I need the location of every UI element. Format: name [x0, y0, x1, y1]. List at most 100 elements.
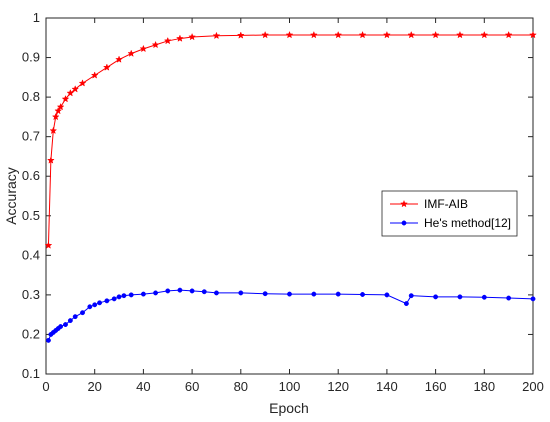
data-point — [153, 290, 159, 296]
data-point — [165, 288, 171, 294]
data-point — [56, 102, 65, 111]
data-point — [92, 302, 98, 308]
data-point — [111, 296, 117, 302]
y-tick-label: 0.7 — [22, 129, 40, 144]
data-point — [433, 294, 439, 300]
x-tick-label: 80 — [234, 379, 248, 394]
x-tick-label: 180 — [473, 379, 495, 394]
data-point — [54, 106, 63, 115]
data-point — [309, 30, 318, 39]
data-point — [63, 322, 68, 328]
data-point — [115, 55, 123, 63]
x-tick-label: 140 — [376, 379, 398, 394]
data-point — [529, 30, 537, 39]
data-point — [407, 30, 416, 39]
data-point — [481, 294, 487, 300]
data-point — [334, 30, 343, 39]
data-point — [403, 301, 409, 307]
data-point — [67, 318, 73, 324]
legend-marker-imf-aib — [400, 199, 408, 208]
data-point — [201, 289, 207, 295]
y-axis: 0.1 0.2 0.3 0.4 0.5 0.6 0.7 0.8 0.9 1 — [22, 10, 533, 381]
x-axis-title: Epoch — [269, 400, 309, 416]
data-point — [177, 287, 183, 293]
data-point — [212, 31, 221, 40]
y-tick-label: 0.5 — [22, 208, 40, 223]
y-tick-label: 0.3 — [22, 287, 40, 302]
data-point — [127, 49, 136, 57]
data-point — [140, 291, 146, 297]
y-tick-label: 0.8 — [22, 89, 40, 104]
data-point — [87, 304, 93, 310]
data-point — [72, 314, 78, 320]
data-point — [311, 291, 317, 297]
legend-label-imf-aib: IMF-AIB — [424, 197, 468, 211]
data-point — [360, 292, 365, 297]
data-point — [104, 298, 110, 304]
x-tick-label: 200 — [522, 379, 544, 394]
data-point — [189, 288, 195, 294]
y-tick-label: 0.4 — [22, 247, 40, 262]
series-layer — [44, 30, 537, 343]
y-tick-label: 0.9 — [22, 50, 40, 65]
legend: IMF-AIB He's method[12] — [381, 190, 518, 237]
data-point — [408, 293, 414, 299]
data-point — [238, 290, 244, 296]
x-tick-label: 60 — [185, 379, 199, 394]
x-tick-label: 20 — [87, 379, 101, 394]
data-point — [51, 112, 60, 121]
legend-label-hes-method: He's method[12] — [424, 216, 511, 230]
data-point — [46, 156, 55, 164]
x-axis: 0 20 40 60 80 100 120 140 160 180 200 — [42, 18, 544, 394]
data-point — [78, 79, 87, 87]
data-point — [457, 294, 463, 300]
data-point — [66, 89, 75, 97]
data-point — [90, 71, 99, 79]
data-point — [358, 30, 367, 39]
data-point — [480, 30, 489, 39]
x-tick-label: 0 — [42, 379, 49, 394]
data-point — [530, 296, 536, 302]
legend-marker — [401, 220, 407, 226]
data-point — [58, 324, 64, 329]
y-tick-label: 0.6 — [22, 168, 40, 183]
data-point — [176, 34, 184, 42]
data-point — [139, 44, 148, 53]
data-point — [335, 291, 341, 297]
data-point — [504, 30, 513, 39]
data-point — [97, 300, 103, 306]
data-point — [285, 30, 294, 39]
data-point — [121, 293, 127, 299]
data-point — [49, 126, 58, 135]
data-point — [44, 241, 53, 249]
x-tick-label: 40 — [136, 379, 150, 394]
data-point — [236, 31, 245, 39]
legend-marker-hes-method — [401, 220, 407, 226]
y-tick-label: 1 — [33, 10, 40, 25]
y-axis-title: Accuracy — [3, 167, 19, 225]
data-point — [188, 32, 197, 41]
y-tick-label: 0.1 — [22, 366, 40, 381]
x-tick-label: 100 — [279, 379, 301, 394]
x-tick-label: 160 — [425, 379, 447, 394]
data-point — [61, 94, 70, 103]
y-tick-label: 0.2 — [22, 326, 40, 341]
data-point — [163, 36, 172, 45]
data-point — [45, 337, 51, 343]
data-point — [80, 310, 85, 316]
data-point — [71, 85, 80, 93]
data-point — [116, 294, 122, 300]
data-point — [506, 295, 512, 301]
data-point — [102, 63, 111, 71]
data-point — [287, 291, 292, 297]
legend-marker — [400, 199, 408, 208]
data-point — [128, 292, 134, 298]
data-point — [456, 30, 464, 39]
legend-box — [381, 190, 518, 237]
data-point — [384, 292, 390, 298]
data-point — [261, 30, 270, 39]
series-1 — [45, 287, 536, 343]
data-point — [151, 40, 160, 49]
data-point — [382, 30, 391, 39]
